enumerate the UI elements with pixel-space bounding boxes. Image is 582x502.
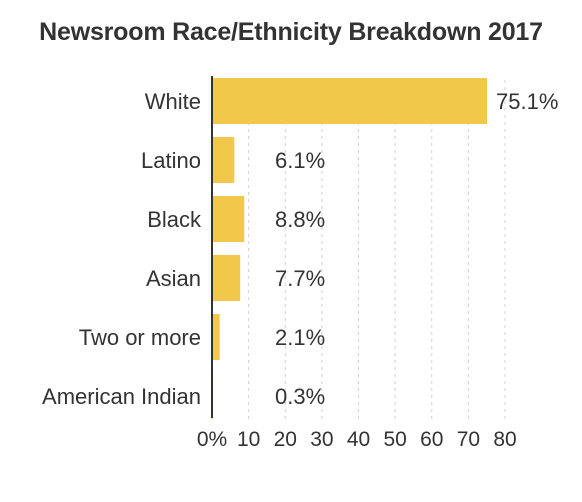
labels: 0% 10 20 30 40 50 60 70 80 White 75.1% Latino 6.1% Bl… [42, 89, 558, 451]
value-label: 75.1% [496, 89, 558, 114]
x-tick-label: 40 [347, 428, 370, 451]
x-tick-label: 20 [274, 428, 297, 451]
value-label: 6.1% [275, 148, 325, 173]
category-label: Two or more [79, 325, 201, 350]
value-label: 8.8% [275, 207, 325, 232]
bar [212, 78, 488, 124]
category-label: American Indian [42, 384, 201, 409]
x-tick-label: 0% [197, 428, 227, 451]
x-tick-label: 70 [457, 428, 480, 451]
bar [212, 314, 220, 360]
x-tick-label: 30 [310, 428, 333, 451]
x-tick-label: 50 [383, 428, 406, 451]
bars [212, 78, 488, 419]
category-label: Black [147, 207, 202, 232]
bar [212, 196, 245, 242]
x-tick-label: 80 [493, 428, 516, 451]
x-tick-label: 60 [420, 428, 443, 451]
bar [212, 255, 241, 301]
value-label: 0.3% [275, 384, 325, 409]
category-label: Asian [146, 266, 201, 291]
value-label: 2.1% [275, 325, 325, 350]
chart-title: Newsroom Race/Ethnicity Breakdown 2017 [39, 18, 543, 46]
gridlines [248, 80, 506, 420]
bar [212, 137, 235, 183]
value-label: 7.7% [275, 266, 325, 291]
category-label: White [145, 89, 201, 114]
x-tick-label: 10 [237, 428, 260, 451]
category-label: Latino [141, 148, 201, 173]
